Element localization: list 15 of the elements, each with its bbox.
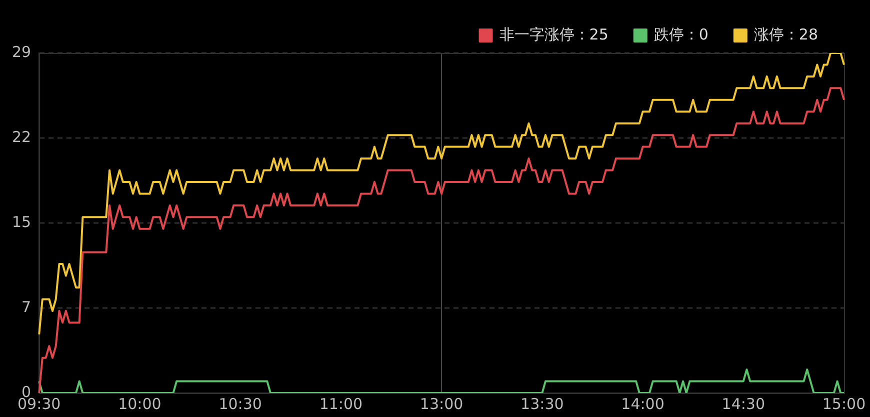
x-tick-label: 15:00	[822, 394, 866, 413]
x-tick-label: 10:00	[118, 394, 162, 413]
x-tick-label: 13:30	[520, 394, 564, 413]
y-tick-label: 15	[12, 212, 32, 231]
y-tick-label: 29	[12, 42, 32, 61]
legend-label: 非一字涨停：25	[499, 25, 608, 44]
y-tick-label: 7	[22, 298, 32, 316]
legend-label: 跌停：0	[654, 25, 708, 44]
x-tick-label: 14:30	[722, 394, 766, 413]
y-tick-label: 22	[12, 128, 32, 146]
x-tick-label: 13:00	[420, 394, 464, 413]
x-tick-label: 11:00	[319, 394, 363, 413]
x-tick-label: 10:30	[218, 394, 262, 413]
legend-label: 涨停：28	[754, 25, 818, 44]
x-tick-label: 14:00	[621, 394, 664, 413]
